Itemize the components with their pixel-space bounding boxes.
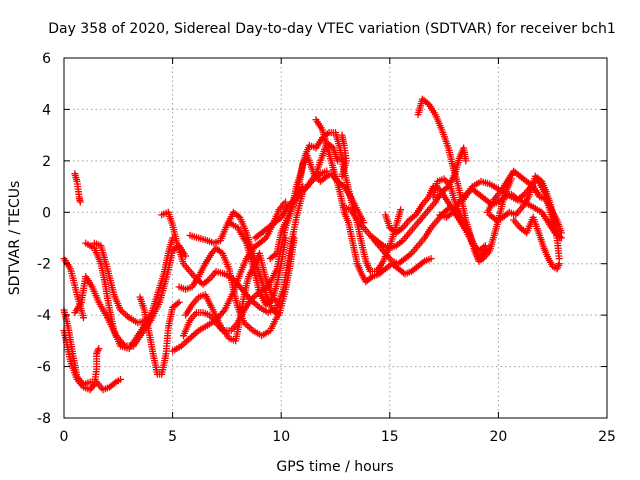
series-track-25 [429,175,494,265]
data-marks [60,95,565,394]
chart-title: Day 358 of 2020, Sidereal Day-to-day VTE… [48,21,616,37]
x-tick-label: 25 [598,429,616,445]
series-track-13 [182,249,283,345]
marker-plus [71,170,84,206]
y-tick-label: 6 [42,51,51,67]
marker-plus [338,131,350,180]
x-tick-label: 5 [168,429,177,445]
marker-plus [186,208,298,319]
y-tick-label: 4 [42,102,51,118]
series-track-12 [175,244,283,340]
marker-plus [175,244,283,340]
series-track-2 [71,170,84,206]
series-track-7 [90,239,155,327]
y-tick-label: 2 [42,154,51,170]
y-tick-label: -4 [37,308,51,324]
y-tick-label: 0 [42,205,51,221]
series-track-15 [225,219,289,309]
marker-plus [182,249,283,345]
series-track-27 [460,177,565,242]
y-axis-label: SDTVAR / TECUs [7,181,23,296]
x-tick-label: 10 [272,429,290,445]
x-axis-label: GPS time / hours [276,459,393,475]
marker-plus [414,95,515,265]
y-tick-label: -8 [37,411,51,427]
x-tick-label: 15 [381,429,399,445]
series-track-8 [136,293,183,378]
y-tick-label: -6 [37,360,51,376]
series-track-5 [71,242,190,350]
x-tick-label: 0 [60,429,69,445]
plot-frame [63,57,608,419]
grid [64,58,607,418]
marker-plus [136,293,183,378]
marker-plus [429,175,494,265]
series-track-30 [510,213,563,273]
marker-plus [225,219,289,309]
series-track-20 [338,131,350,180]
marker-plus [486,172,563,242]
series-track-29 [486,172,563,242]
marker-plus [90,239,155,327]
marker-plus [460,177,565,242]
series-track-14 [186,208,298,319]
series-track-19 [312,116,435,286]
marker-plus [82,234,177,353]
marker-plus [510,213,563,273]
series-track-6 [82,234,177,353]
marker-plus [312,116,435,286]
marker-plus [71,242,190,350]
axis-ticks: 0 5 10 15 20 25 -8 -6 -4 -2 0 2 4 6 [37,51,616,445]
y-tick-label: -2 [37,257,51,273]
series-track-24 [414,95,515,265]
x-tick-label: 20 [489,429,507,445]
